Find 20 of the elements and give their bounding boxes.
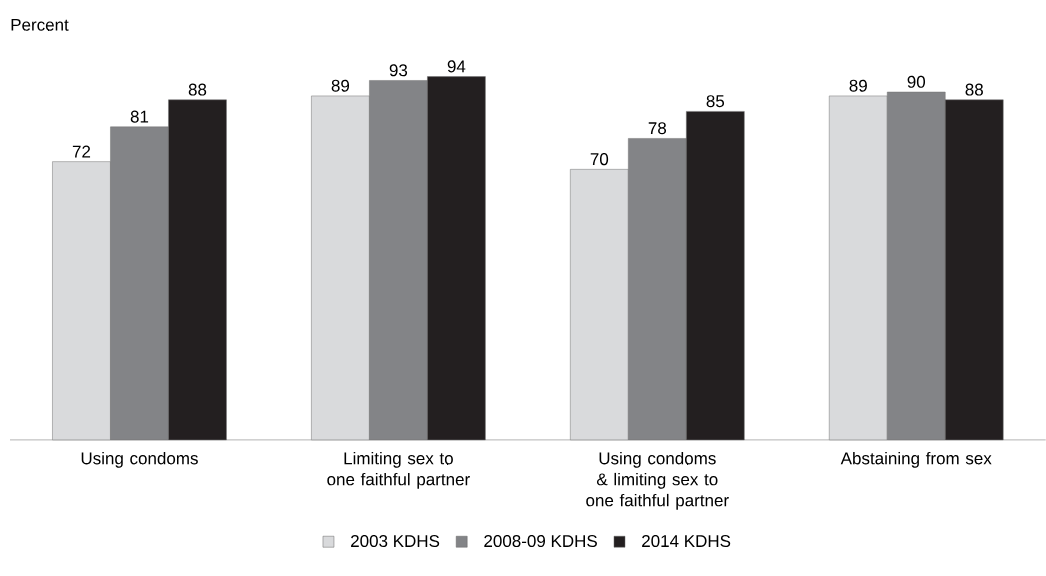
legend-label: 2003 KDHS [351, 535, 440, 548]
legend-label: 2014 KDHS [642, 535, 731, 548]
data-label: 78 [648, 122, 667, 135]
data-label: 89 [331, 79, 350, 92]
data-label: 72 [72, 145, 91, 158]
data-label: 90 [907, 75, 926, 88]
data-label: 85 [706, 95, 725, 108]
y-axis-title: Percent [11, 18, 69, 31]
data-label: 93 [389, 64, 408, 77]
data-label: 89 [849, 79, 867, 92]
x-tick-label: Limiting sex to one faithful partner [327, 451, 470, 489]
data-label: 94 [447, 60, 466, 73]
x-tick-label: Abstaining from sex [840, 451, 992, 468]
data-label: 88 [965, 83, 983, 96]
x-tick-label: Using condoms [81, 451, 198, 468]
x-tick-label: Using condoms & limiting sex to one faithful partner [586, 451, 729, 510]
data-label: 70 [590, 153, 609, 166]
data-label: 88 [188, 83, 207, 96]
legend-label: 2008-09 KDHS [484, 535, 597, 548]
data-label: 81 [130, 110, 149, 123]
